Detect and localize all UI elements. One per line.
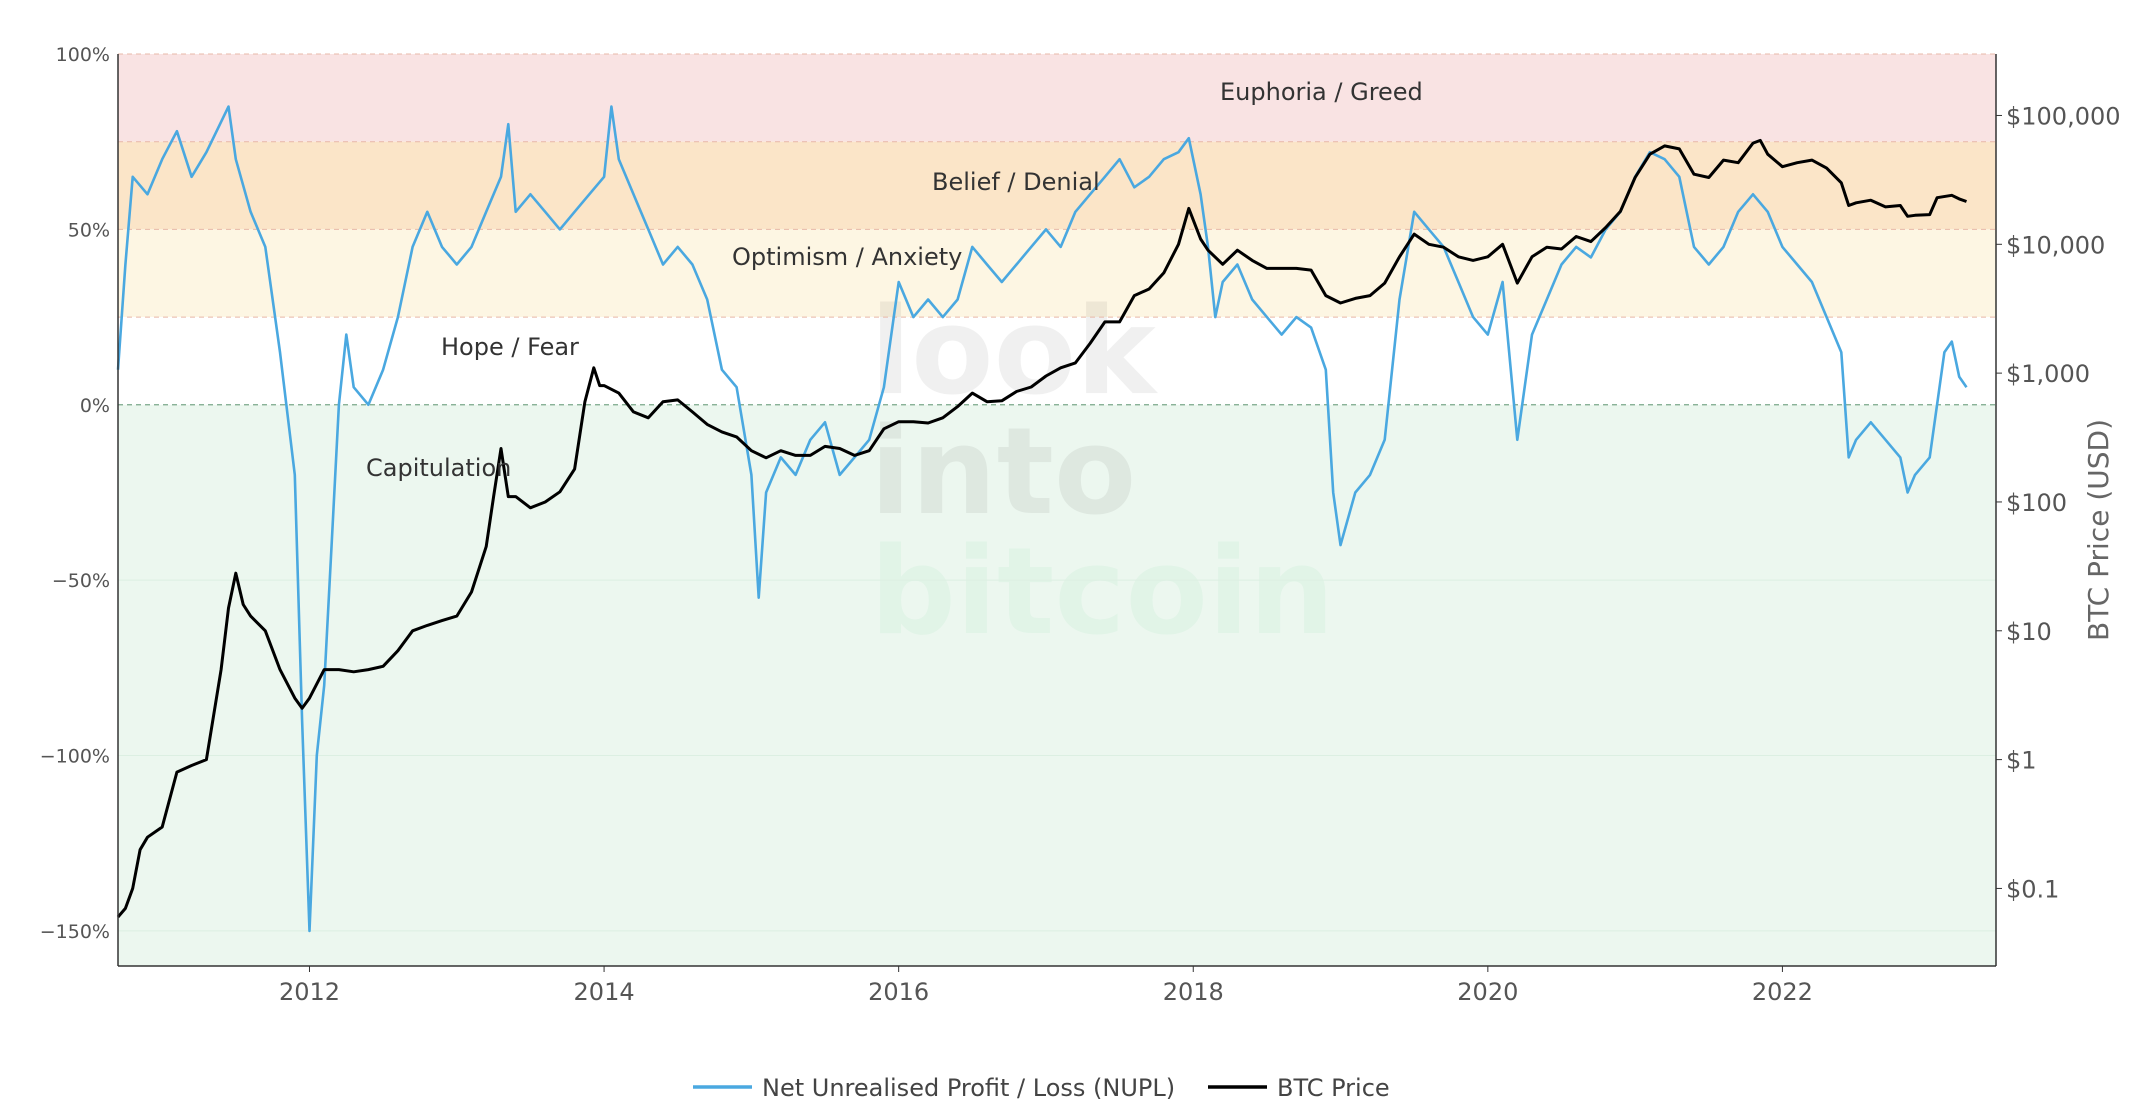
y2-tick-label: $1: [2006, 747, 2037, 775]
zone-label-hope-fear: Hope / Fear: [441, 333, 579, 361]
right-axis-title: BTC Price (USD): [2082, 419, 2115, 641]
zone-label-euphoria-greed: Euphoria / Greed: [1220, 78, 1423, 106]
y-tick-label: 50%: [68, 219, 110, 241]
y2-tick-label: $100,000: [2006, 102, 2121, 130]
legend-label-btc-price[interactable]: BTC Price: [1277, 1074, 1390, 1102]
zone-labels: Euphoria / Greed Belief / Denial Optimism …: [366, 78, 1423, 482]
zone-capitulation: [118, 404, 1996, 966]
x-tick-label: 2022: [1752, 978, 1813, 1006]
y2-tick-label: $0.1: [2006, 875, 2059, 903]
legend-label-nupl[interactable]: Net Unrealised Profit / Loss (NUPL): [762, 1074, 1175, 1102]
zone-label-capitulation: Capitulation: [366, 454, 511, 482]
tick-labels: 100% 50% 0% −50% −100% −150% $100,000 $10,000 $1…: [40, 44, 2121, 1006]
zone-euphoria-greed: [118, 54, 1996, 142]
x-tick-label: 2012: [279, 978, 340, 1006]
zone-hope-fear: [118, 317, 1996, 405]
y-tick-label: 0%: [80, 395, 110, 417]
y-tick-label: −50%: [52, 570, 110, 592]
zone-label-belief-denial: Belief / Denial: [932, 168, 1100, 196]
series-lines: [116, 105, 1968, 933]
x-tick-label: 2018: [1163, 978, 1224, 1006]
y2-tick-label: $1,000: [2006, 360, 2090, 388]
y-tick-label: 100%: [56, 44, 110, 66]
y2-tick-label: $10: [2006, 618, 2052, 646]
legend: Net Unrealised Profit / Loss (NUPL) BTC …: [693, 1074, 1390, 1102]
grid: [118, 53, 1996, 932]
watermark: look into bitcoin: [870, 283, 1335, 662]
series-line-btc-price: [116, 138, 1968, 918]
axes: [117, 54, 1997, 967]
y2-tick-label: $10,000: [2006, 231, 2105, 259]
series-line-net-unrealised-profit-loss-nupl: [116, 105, 1968, 933]
y-tick-label: −100%: [40, 746, 110, 768]
x-tick-label: 2020: [1457, 978, 1518, 1006]
watermark-bitcoin: bitcoin: [870, 523, 1335, 662]
x-tick-label: 2016: [868, 978, 929, 1006]
watermark-into: into: [870, 403, 1136, 542]
watermark-look: look: [870, 283, 1159, 422]
x-tick-label: 2014: [574, 978, 635, 1006]
zone-label-optimism-anxiety: Optimism / Anxiety: [732, 243, 962, 271]
y2-tick-label: $100: [2006, 489, 2067, 517]
y-tick-label: −150%: [40, 921, 110, 943]
